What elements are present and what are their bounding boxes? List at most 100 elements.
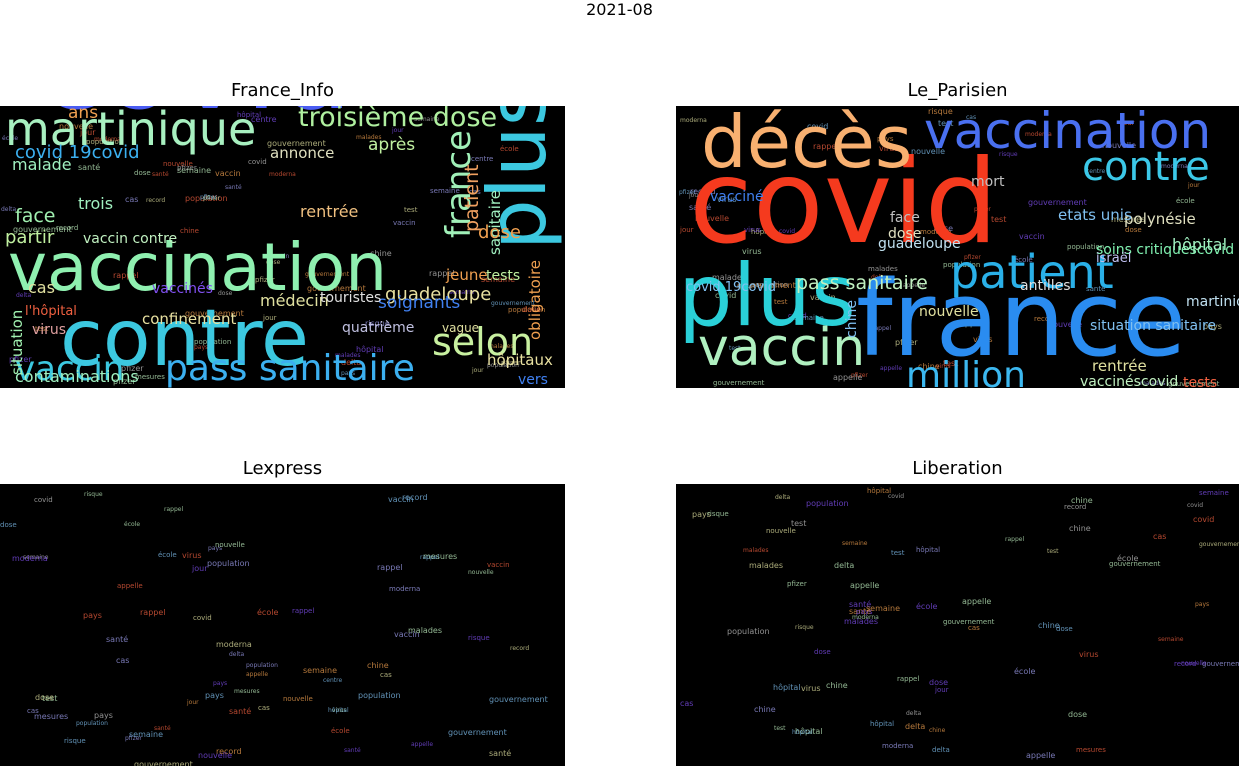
wordcloud-filler-word: pays xyxy=(1195,601,1209,608)
wordcloud-filler-word: centre xyxy=(471,155,493,163)
wordcloud-word: vaccin xyxy=(15,349,124,388)
wordcloud-word: vacciné xyxy=(710,189,764,205)
wordcloud-word: l'hôpital xyxy=(25,304,77,319)
wordcloud-filler-word: pfizer xyxy=(203,195,220,202)
wordcloud-filler-word: dose xyxy=(814,648,831,656)
wordcloud-filler-word: delta xyxy=(341,358,361,367)
wordcloud-filler-word: moderna xyxy=(680,117,707,124)
wordcloud-word: cas xyxy=(28,278,55,297)
wordcloud-filler-word: cas xyxy=(968,624,980,632)
wordcloud-filler-word: chine xyxy=(180,227,199,235)
wordcloud-word: soignants xyxy=(378,293,460,313)
wordcloud-filler-word: pays xyxy=(877,135,894,143)
wordcloud-filler-word: gouvernement xyxy=(713,379,765,387)
wordcloud-filler-word: pfizer xyxy=(255,276,275,284)
wordcloud-filler-word: test xyxy=(35,325,49,333)
wordcloud-word: médecin xyxy=(260,291,329,310)
wordcloud-filler-word: dose xyxy=(218,290,233,297)
wordcloud-filler-word: appelle xyxy=(833,373,862,382)
wordcloud-filler-word: gouvernement xyxy=(13,225,72,234)
wordcloud-filler-word: cas xyxy=(380,671,392,679)
wordcloud-filler-word: test xyxy=(729,345,741,352)
wordcloud-filler-word: école xyxy=(1117,553,1138,563)
wordcloud-filler-word: covid xyxy=(34,496,53,504)
wordcloud-filler-word: virus xyxy=(973,335,992,344)
wordcloud-word: jeune xyxy=(445,266,488,284)
wordcloud-filler-word: test xyxy=(42,694,57,703)
wordcloud-filler-word: virus xyxy=(1079,650,1098,659)
wordcloud-word: selon xyxy=(432,320,533,364)
wordcloud-filler-word: rappel xyxy=(420,554,439,561)
wordcloud-filler-word: risque xyxy=(64,737,86,745)
wordcloud-filler-word: delta xyxy=(834,561,854,570)
wordcloud-filler-word: santé xyxy=(849,606,871,616)
wordcloud-filler-word: dose xyxy=(35,693,54,702)
wordcloud-filler-word: risque xyxy=(928,107,953,116)
wordcloud-filler-word: pfizer xyxy=(895,338,918,347)
wordcloud-filler-word: pays xyxy=(205,691,224,700)
wordcloud-filler-word: jour xyxy=(1187,182,1200,189)
wordcloud-filler-word: virus xyxy=(182,551,201,560)
wordcloud-word: contre xyxy=(60,294,309,384)
wordcloud-filler-word: école xyxy=(916,601,937,611)
wordcloud-filler-word: population xyxy=(76,720,108,727)
wordcloud-word: vaccin contre xyxy=(83,231,177,247)
wordcloud-filler-word: rappel xyxy=(164,506,183,513)
wordcloud-filler-word: école xyxy=(158,551,177,559)
wordcloud-filler-word: gouvernement xyxy=(1028,198,1087,207)
wordcloud-filler-word: rappel xyxy=(140,608,166,617)
wordcloud-word: contaminations xyxy=(15,367,139,386)
wordcloud-filler-word: chine xyxy=(1069,524,1091,533)
wordcloud-filler-word: pays xyxy=(692,510,711,519)
wordcloud-filler-word: rappel xyxy=(1005,536,1024,543)
wordcloud-filler-word: test xyxy=(774,298,788,306)
wordcloud-filler-word: hôpital xyxy=(751,228,775,236)
wordcloud-filler-word: dose xyxy=(929,678,948,687)
wordcloud-filler-word: hôpital xyxy=(773,682,801,692)
wordcloud-filler-word: mesures xyxy=(1111,215,1145,224)
wordcloud-filler-word: record xyxy=(510,645,529,652)
wordcloud-filler-word: semaine xyxy=(177,166,211,175)
wordcloud-filler-word: rappel xyxy=(377,563,403,572)
wordcloud-filler-word: gouvernement xyxy=(943,618,995,626)
wordcloud-filler-word: vaccin xyxy=(487,561,510,569)
wordcloud-word: chine xyxy=(844,300,860,338)
wordcloud-filler-word: semaine xyxy=(1158,636,1184,643)
wordcloud-word: covid 19covid xyxy=(686,280,776,295)
wordcloud-filler-word: dose xyxy=(1068,710,1087,719)
wordcloud-word: vaccinés xyxy=(152,281,213,297)
wordcloud-word: trois xyxy=(78,194,113,213)
wordcloud-filler-word: gouvernement xyxy=(489,695,548,704)
wordcloud-filler-word: cas xyxy=(680,699,693,708)
panel-title-lexpress: Lexpress xyxy=(242,458,323,479)
wordcloud-filler-word: santé xyxy=(689,202,711,212)
wordcloud-filler-word: nouvelle xyxy=(468,569,494,576)
wordcloud-filler-word: risque xyxy=(999,151,1018,158)
wordcloud-filler-word: pays xyxy=(194,344,208,351)
wordcloud-filler-word: gouvernement xyxy=(1202,660,1239,668)
wordcloud-filler-word: gouvernement xyxy=(185,309,244,318)
wordcloud-filler-word: moderna xyxy=(216,640,252,649)
wordcloud-filler-word: covid xyxy=(193,614,212,622)
wordcloud-filler-word: dose xyxy=(0,521,17,529)
wordcloud-filler-word: pfizer xyxy=(113,377,136,386)
wordcloud-filler-word: cas xyxy=(966,114,976,121)
wordcloud-filler-word: record xyxy=(690,187,716,196)
wordcloud-word: confinement xyxy=(142,310,236,328)
wordcloud-word: pass sanitaire xyxy=(796,272,928,294)
wordcloud-filler-word: semaine xyxy=(430,187,460,195)
wordcloud-word: touristes xyxy=(320,290,381,306)
wordcloud-filler-word: chine xyxy=(367,661,389,670)
wordcloud-word: martinique xyxy=(1186,294,1239,310)
wordcloud-filler-word: semaine xyxy=(449,289,475,296)
wordcloud-filler-word: jour xyxy=(1120,119,1135,127)
wordcloud-filler-word: test xyxy=(791,519,806,528)
wordcloud-filler-word: gouvernement xyxy=(307,284,366,293)
wordcloud-filler-word: delta xyxy=(229,651,245,658)
wordcloud-filler-word: hôpital xyxy=(237,111,261,119)
wordcloud-filler-word: pfizer xyxy=(9,355,32,364)
wordcloud-filler-word: nouvelle xyxy=(59,122,93,131)
wordcloud-filler-word: delta xyxy=(775,494,791,501)
wordcloud-filler-word: santé xyxy=(849,599,871,609)
wordcloud-filler-word: gouvernement xyxy=(1109,560,1161,568)
